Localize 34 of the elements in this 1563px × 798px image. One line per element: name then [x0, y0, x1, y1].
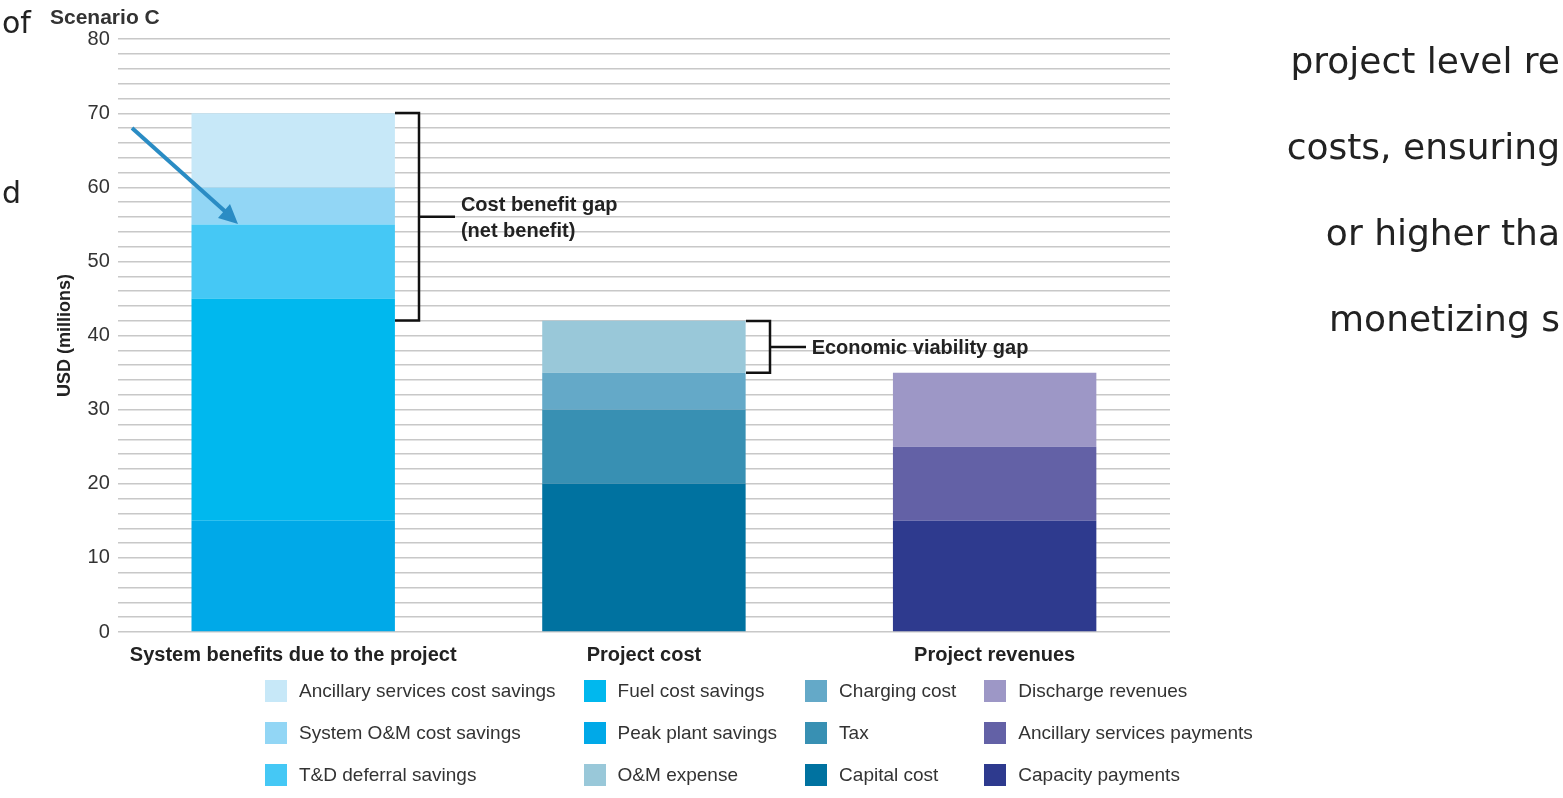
legend-label: Discharge revenues — [1018, 680, 1188, 702]
legend-label: T&D deferral savings — [299, 764, 477, 786]
x-tick-label: Project revenues — [914, 642, 1076, 665]
y-tick-label: 10 — [87, 545, 110, 568]
y-axis-title: USD (millions) — [53, 274, 74, 398]
y-tick-label: 80 — [87, 26, 110, 49]
y-tick-label: 50 — [87, 249, 110, 272]
annotation: Economic viability gap — [811, 334, 1029, 360]
annotation: Cost benefit gap (net benefit) — [460, 192, 618, 244]
text: monetizing s — [1328, 298, 1560, 341]
y-tick-label: 20 — [87, 471, 110, 494]
legend-label: Capital cost — [839, 764, 939, 786]
legend-label: Ancillary services cost savings — [299, 680, 556, 702]
legend-label: Fuel cost savings — [617, 680, 765, 702]
text: or higher tha — [1324, 212, 1560, 255]
y-tick-label: 30 — [87, 397, 110, 420]
text: of — [2, 5, 31, 40]
text: project level re — [1289, 40, 1560, 83]
legend-label: Peak plant savings — [617, 722, 778, 744]
text: costs, ensuring — [1285, 126, 1560, 169]
x-tick-label: Project cost — [586, 642, 702, 665]
y-tick-label: 0 — [98, 619, 110, 642]
y-tick-label: 40 — [87, 323, 110, 346]
legend-label: Charging cost — [839, 680, 957, 702]
legend-label: Capacity payments — [1018, 764, 1180, 786]
x-tick-label: System benefits due to the project — [129, 642, 457, 665]
y-tick-label: 60 — [87, 174, 110, 197]
legend-label: Tax — [839, 722, 869, 744]
legend-label: O&M expense — [617, 764, 738, 786]
legend-label: Ancillary services payments — [1018, 722, 1253, 744]
text: d — [2, 175, 22, 210]
y-tick-label: 70 — [87, 100, 110, 123]
chart-title: Scenario C — [50, 5, 160, 29]
legend-label: System O&M cost savings — [299, 722, 521, 744]
